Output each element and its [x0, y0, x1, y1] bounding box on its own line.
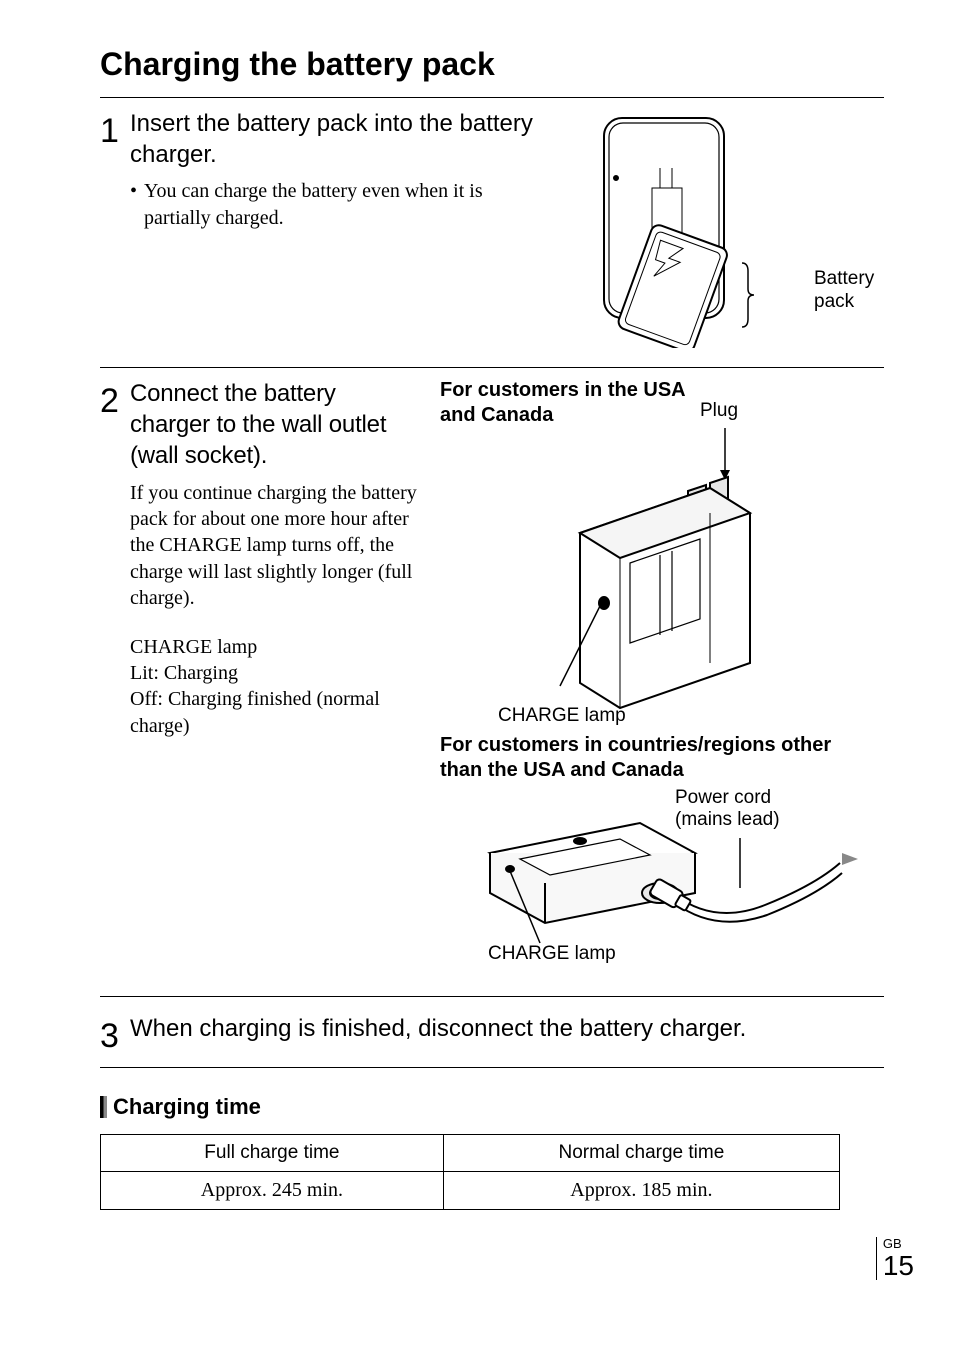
figure-charger-with-battery [564, 108, 814, 353]
page-title: Charging the battery pack [100, 46, 884, 83]
plug-label: Plug [700, 400, 738, 421]
step-3-rule [100, 1067, 884, 1068]
figure-charger-other: Power cord (mains lead) [440, 783, 840, 988]
charging-time-heading-row: Charging time [100, 1094, 884, 1120]
charge-lamp-heading: CHARGE lamp [130, 634, 420, 660]
section-mark-icon [100, 1096, 107, 1118]
step-1: 1 Insert the battery pack into the batte… [100, 98, 884, 368]
cell-normal-charge: Approx. 185 min. [443, 1172, 839, 1210]
step-2-para: If you continue charging the battery pac… [130, 480, 420, 612]
step-3-number: 3 [100, 1013, 130, 1053]
charging-time-table: Full charge time Normal charge time Appr… [100, 1134, 840, 1210]
cell-full-charge: Approx. 245 min. [101, 1172, 444, 1210]
step-1-bullet: • You can charge the battery even when i… [130, 178, 554, 232]
step-1-heading: Insert the battery pack into the battery… [130, 108, 554, 170]
figure-charger-usa [440, 428, 840, 723]
col-normal-charge: Normal charge time [443, 1135, 839, 1172]
step-1-number: 1 [100, 108, 130, 353]
battery-pack-callout: Battery pack [814, 268, 884, 314]
charging-time-heading: Charging time [113, 1094, 261, 1120]
region-other-heading: For customers in countries/regions other… [440, 733, 840, 783]
table-header-row: Full charge time Normal charge time [101, 1135, 840, 1172]
region-usa-heading: For customers in the USA and Canada [440, 378, 690, 428]
page-number: 15 [883, 1251, 914, 1280]
power-cord-label: Power cord (mains lead) [675, 787, 805, 831]
step-1-bullet-text: You can charge the battery even when it … [144, 178, 554, 232]
col-full-charge: Full charge time [101, 1135, 444, 1172]
region-code: GB [883, 1237, 914, 1251]
charge-lamp-label-other: CHARGE lamp [488, 943, 616, 965]
charge-lamp-off: Off: Charging finished (normal charge) [130, 686, 420, 739]
step-3: 3 When charging is finished, disconnect … [100, 997, 884, 1063]
step-2: 2 Connect the battery charger to the wal… [100, 368, 884, 997]
step-2-number: 2 [100, 378, 130, 988]
table-row: Approx. 245 min. Approx. 185 min. [101, 1172, 840, 1210]
bullet-dot-icon: • [130, 178, 144, 232]
page-number-block: GB 15 [876, 1237, 914, 1280]
charge-lamp-lit: Lit: Charging [130, 660, 420, 686]
step-3-heading: When charging is finished, disconnect th… [130, 1013, 746, 1053]
step-2-heading: Connect the battery charger to the wall … [130, 378, 420, 472]
